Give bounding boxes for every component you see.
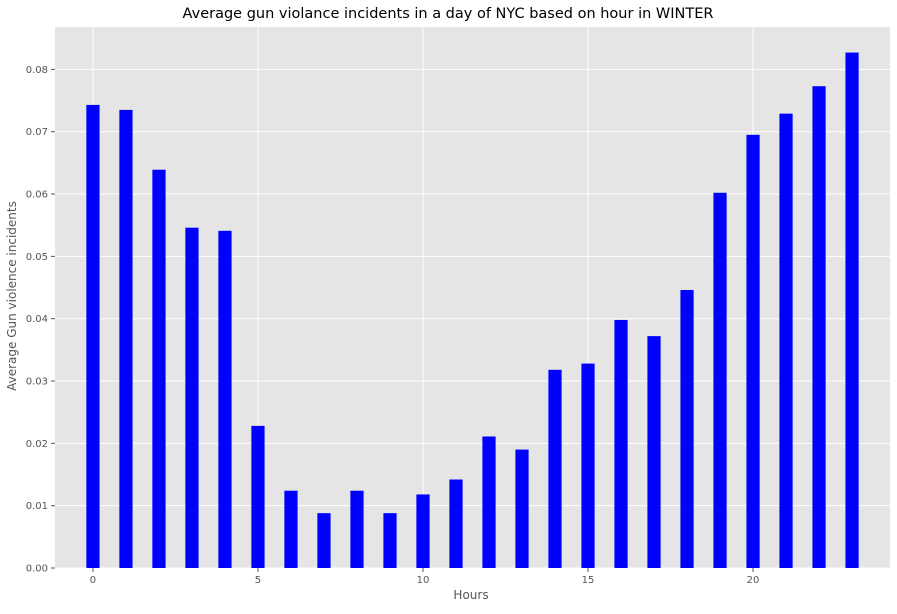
bar-hour-22 (812, 86, 826, 569)
bar-hour-15 (581, 363, 595, 568)
bar-hour-9 (383, 513, 397, 568)
y-tick-label: 0.05 (26, 252, 48, 263)
y-tick-label: 0.03 (26, 377, 48, 388)
bar-hour-20 (746, 134, 760, 568)
bar-hour-13 (515, 449, 529, 568)
bar-hour-2 (152, 169, 166, 569)
y-tick-label: 0.01 (26, 501, 48, 512)
bar-hour-12 (482, 436, 496, 568)
y-tick-label: 0.02 (26, 439, 48, 450)
bar-hour-0 (86, 104, 100, 568)
bar-hour-11 (449, 479, 463, 568)
y-tick-label: 0.04 (26, 314, 48, 325)
bar-hour-14 (548, 369, 562, 568)
bar-hour-4 (218, 230, 232, 568)
bar-hour-17 (647, 336, 661, 568)
bar-hour-19 (713, 192, 727, 568)
bar-hour-6 (284, 490, 298, 568)
y-axis-label: Average Gun violence incidents (5, 201, 19, 391)
x-axis-label: Hours (453, 588, 488, 602)
x-tick-label: 10 (417, 575, 430, 586)
bar-hour-10 (416, 494, 430, 568)
y-tick-label: 0.00 (26, 564, 48, 575)
bar-hour-7 (317, 513, 331, 568)
x-tick-label: 15 (582, 575, 595, 586)
bars (86, 52, 859, 569)
x-tick-label: 0 (90, 575, 96, 586)
bar-hour-21 (779, 113, 793, 568)
plot-area (55, 27, 890, 568)
bar-hour-23 (845, 52, 859, 569)
chart-title: Average gun violance incidents in a day … (183, 6, 714, 22)
x-tick-label: 5 (255, 575, 261, 586)
bar-hour-5 (251, 425, 265, 568)
x-tick-label: 20 (747, 575, 760, 586)
y-tick-label: 0.06 (26, 190, 48, 201)
bar-hour-8 (350, 490, 364, 568)
bar-hour-3 (185, 227, 199, 568)
bar-hour-16 (614, 319, 628, 568)
bar-hour-18 (680, 290, 694, 568)
bar-hour-1 (119, 109, 133, 568)
y-tick-label: 0.07 (26, 127, 48, 138)
axis-ticks: 0.00 0.01 0.02 0.03 0.04 0.05 0.06 0.07 0.08 0 5 10… (26, 65, 760, 586)
y-tick-label: 0.08 (26, 65, 48, 76)
